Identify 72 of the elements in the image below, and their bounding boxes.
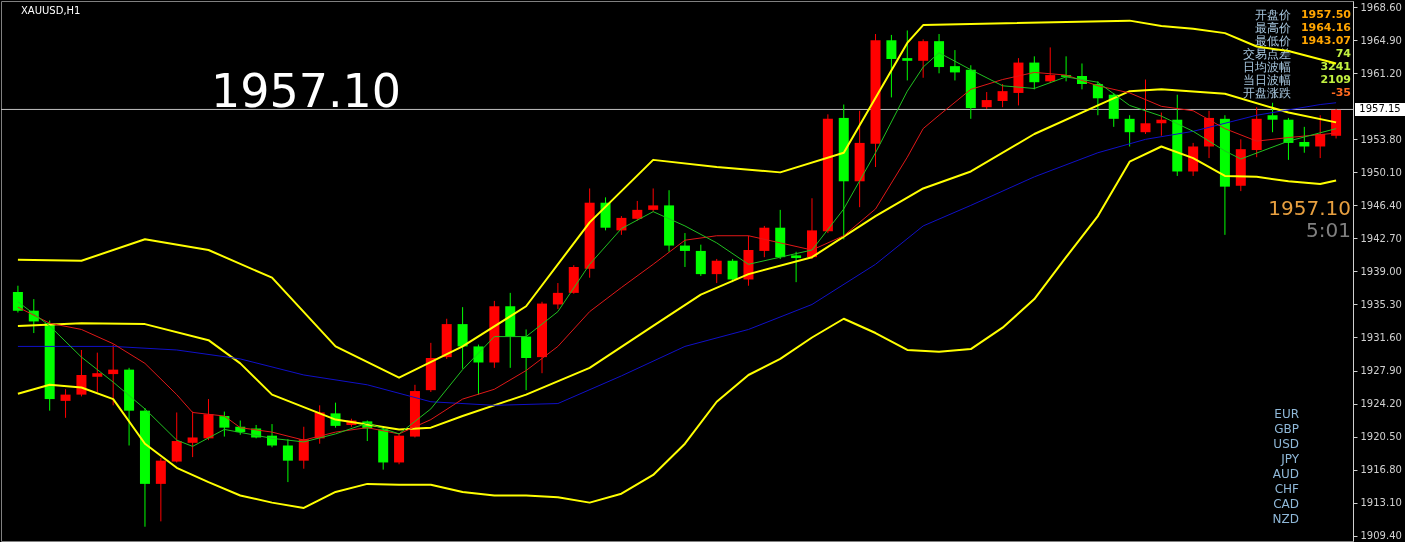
annotation: 开盘价 [1255,8,1291,22]
annotation: 开盘涨跌 [1243,86,1291,100]
candlestick [886,34,897,98]
candlestick [949,49,960,81]
annotation: AUD [1272,467,1299,481]
y-tick-label: 1946.40 [1360,199,1402,211]
candlestick [695,244,706,277]
candlestick [521,328,532,391]
chart-title: XAUUSD,H1 [21,5,81,16]
candlestick [76,349,87,397]
candlestick [298,426,309,470]
ref-line-label: 1957.15 [1359,103,1401,115]
y-tick-label: 1909.40 [1360,530,1402,542]
y-tick-label: 1939.00 [1360,265,1402,277]
annotation: 最低价 [1255,34,1291,48]
annotation: 1964.16 [1300,21,1352,34]
annotation: 5:01 [1306,218,1351,242]
y-tick-label: 1968.60 [1360,1,1402,13]
candlestick [711,258,722,284]
annotation: EUR [1274,407,1299,421]
candlestick [648,187,659,213]
candlestick [155,457,166,522]
annotation: 74 [1335,47,1352,60]
candlestick [1124,114,1135,147]
annotation: 1957.10 [1268,196,1351,220]
y-tick-label: 1913.10 [1360,497,1402,509]
y-tick-label: 1961.20 [1360,67,1402,79]
annotation: 1943.07 [1300,34,1351,47]
annotation: 1957.50 [1300,8,1352,21]
candlestick [171,411,182,463]
candlestick [902,29,913,81]
y-tick-label: 1916.80 [1360,464,1402,476]
candlestick [187,411,198,458]
candlestick [1029,55,1040,90]
candlestick [759,225,770,258]
annotation: NZD [1272,512,1299,526]
candlestick [791,251,802,283]
annotation: 1957.10 [210,64,402,118]
y-tick-label: 1920.50 [1360,431,1402,443]
annotation: 最高价 [1255,21,1291,35]
annotation: CAD [1273,497,1299,511]
annotation: CHF [1274,482,1300,496]
y-tick-label: 1927.90 [1360,365,1402,377]
candlestick [60,388,71,419]
candlestick [1140,79,1151,135]
candlestick [679,232,690,268]
annotation: 3241 [1320,60,1351,73]
candlestick [12,285,23,313]
y-tick-label: 1942.70 [1360,232,1402,244]
y-tick-label: 1924.20 [1360,398,1402,410]
candlestick [1045,46,1056,84]
candlestick [457,306,468,370]
candlestick [918,38,929,79]
candlestick [1267,102,1278,133]
annotation: 2109 [1320,73,1351,86]
y-tick-label: 1935.30 [1360,298,1402,310]
y-tick-label: 1931.60 [1360,332,1402,343]
y-tick-label: 1964.90 [1360,34,1402,46]
annotation: GBP [1274,422,1299,436]
y-tick-label: 1953.80 [1360,133,1402,145]
candlestick [92,352,103,393]
annotation: USD [1273,437,1299,451]
y-tick-label: 1950.10 [1360,166,1402,178]
candlestick [282,438,293,483]
annotation: 日均波幅 [1243,60,1291,74]
candlestick [219,411,230,438]
annotation: 当日波幅 [1243,73,1291,87]
candlestick [552,282,563,310]
annotation: JPY [1280,452,1300,466]
candlestick [616,215,627,236]
annotation: -35 [1331,86,1351,99]
candlestick [997,83,1008,108]
